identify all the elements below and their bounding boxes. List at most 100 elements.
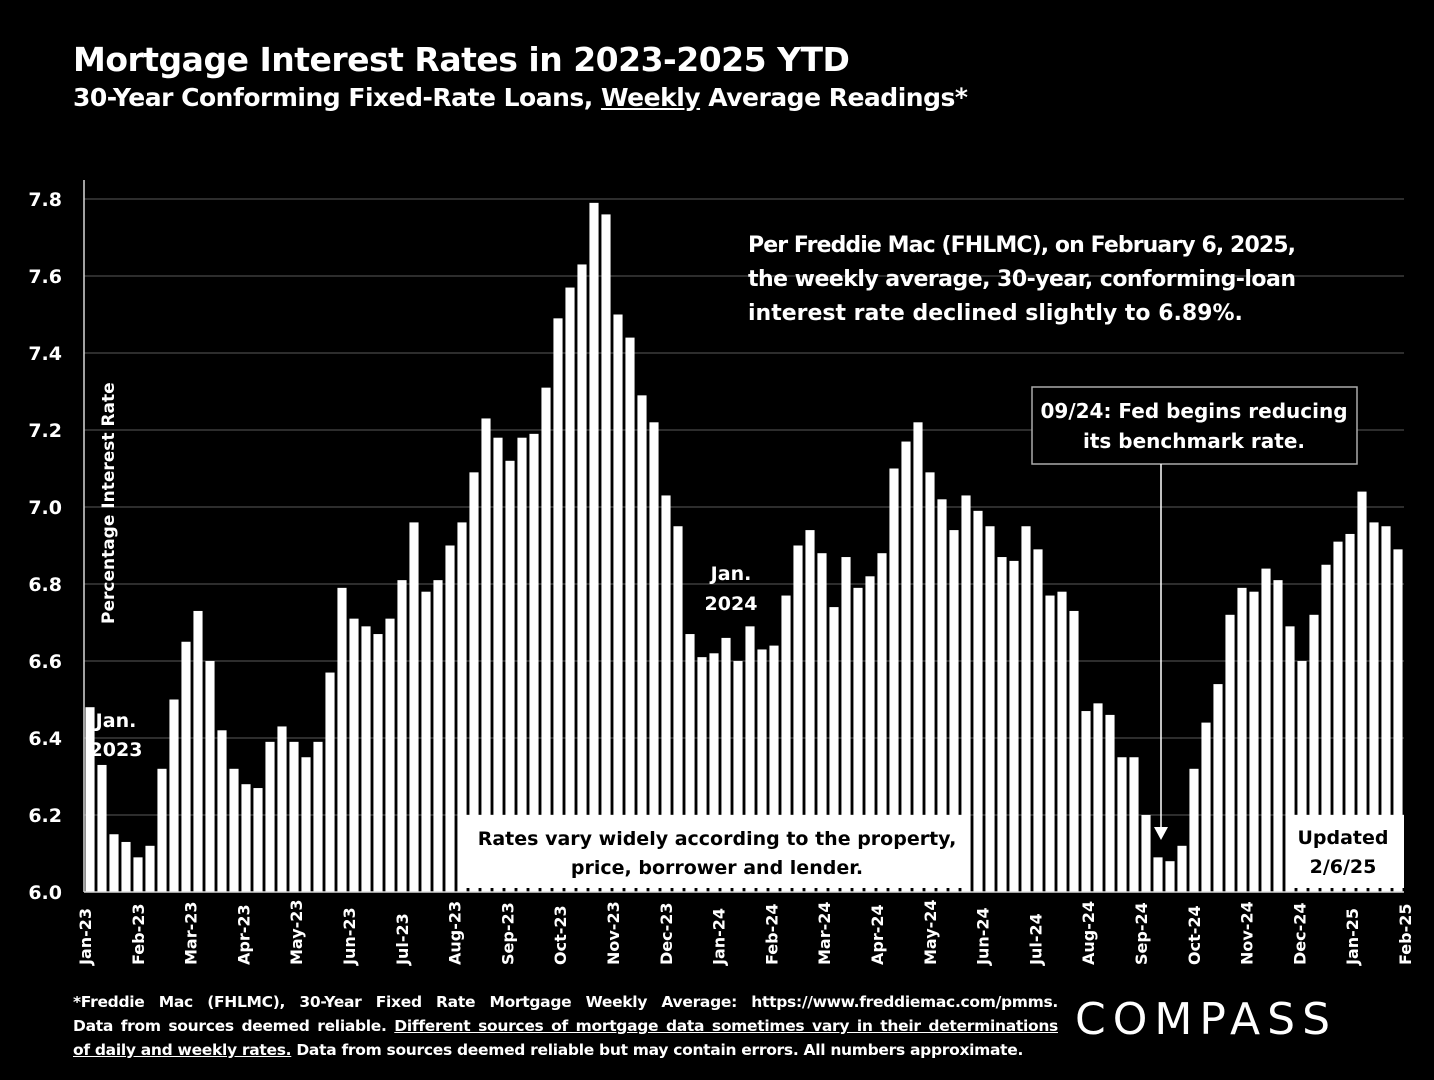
- x-tick-label: Dec-24: [1290, 902, 1309, 965]
- vary-note-box: [464, 815, 970, 888]
- bar: [145, 845, 155, 892]
- bar: [337, 587, 347, 892]
- bar: [85, 707, 95, 892]
- bar: [853, 587, 863, 892]
- bar: [1045, 595, 1055, 892]
- bar: [253, 788, 263, 892]
- bar: [1345, 533, 1355, 892]
- bar: [589, 202, 599, 893]
- bar: [313, 741, 323, 892]
- footer-note: *Freddie Mac (FHLMC), 30-Year Fixed Rate…: [73, 990, 1058, 1062]
- bar: [1321, 564, 1331, 892]
- bar: [649, 422, 659, 892]
- footer-line-2-underlined: Different sources of mortgage data somet…: [394, 1017, 1058, 1035]
- bar: [973, 510, 983, 892]
- bar: [1237, 587, 1247, 892]
- footer-line-3-text: Data from sources deemed reliable but ma…: [291, 1041, 1024, 1059]
- bar: [1273, 580, 1283, 892]
- bar: [409, 522, 419, 892]
- bar: [1225, 614, 1235, 892]
- bar: [1033, 549, 1043, 892]
- bar: [457, 522, 467, 892]
- bar: [901, 441, 911, 892]
- bar: [1141, 815, 1151, 892]
- bar: [325, 672, 335, 892]
- bar: [961, 495, 971, 892]
- axes: [83, 180, 1404, 893]
- x-tick-labels: Jan-23 Feb-23 Mar-23 Apr-23 May-23 Jun-23 Jul-…: [76, 899, 1415, 966]
- jan-2024-label: 2024: [705, 593, 758, 615]
- bar: [217, 730, 227, 892]
- bar: [121, 841, 131, 892]
- subtitle-text-end: Average Readings*: [700, 83, 968, 112]
- bar: [133, 857, 143, 892]
- fed-note-line: its benchmark rate.: [1083, 429, 1305, 453]
- bar: [601, 214, 611, 892]
- bar: [721, 637, 731, 892]
- bar: [613, 314, 623, 892]
- bar: [169, 699, 179, 892]
- bar: [637, 395, 647, 892]
- bar: [1309, 614, 1319, 892]
- footer-line-3-underlined: of daily and weekly rates.: [73, 1041, 292, 1059]
- bar: [673, 526, 683, 892]
- bar: [1357, 491, 1367, 892]
- subtitle-weekly: Weekly: [600, 83, 701, 112]
- bar: [865, 576, 875, 892]
- y-tick-label: 7.4: [28, 343, 62, 365]
- annotations: Percentage Interest Rate Per Freddie Mac …: [90, 233, 1404, 888]
- bar: [157, 768, 167, 892]
- x-tick-label: Mar-23: [182, 901, 201, 965]
- bar: [1381, 526, 1391, 892]
- x-tick-label: Jul-24: [1026, 913, 1045, 966]
- bars: [85, 202, 1403, 893]
- bar: [805, 530, 815, 892]
- bar: [421, 591, 431, 892]
- x-tick-label: Jan-25: [1343, 908, 1362, 966]
- y-axis-label: Percentage Interest Rate: [99, 382, 119, 624]
- jan-2024-label: Jan.: [709, 563, 752, 585]
- x-tick-label: Dec-23: [657, 902, 676, 965]
- x-tick-label: Oct-24: [1185, 905, 1204, 965]
- bar: [1285, 626, 1295, 892]
- bar: [1009, 560, 1019, 892]
- vary-note-line: Rates vary widely according to the prope…: [478, 828, 957, 850]
- x-tick-label: Nov-24: [1238, 901, 1257, 965]
- bar: [925, 472, 935, 892]
- x-tick-label: Oct-23: [551, 905, 570, 965]
- bar: [1189, 768, 1199, 892]
- chart-title: Mortgage Interest Rates in 2023-2025 YTD: [73, 40, 850, 79]
- bar: [553, 318, 563, 893]
- bar: [445, 545, 455, 892]
- bar: [757, 649, 767, 892]
- bar: [1201, 722, 1211, 892]
- x-tick-label: Jun-24: [974, 907, 993, 966]
- bar: [745, 626, 755, 892]
- bar: [949, 530, 959, 892]
- bar: [205, 661, 215, 892]
- bar: [565, 287, 575, 892]
- bar: [1177, 845, 1187, 892]
- x-tick-label: Nov-23: [604, 901, 623, 965]
- bar: [1129, 757, 1139, 892]
- bar: [685, 634, 695, 892]
- rate-note-line: Per Freddie Mac (FHLMC), on February 6, …: [748, 233, 1296, 258]
- bar: [817, 553, 827, 892]
- fed-note-box: [1031, 386, 1358, 465]
- bar: [493, 437, 503, 892]
- footer-line-2: Data from sources deemed reliable. Diffe…: [73, 1014, 1058, 1038]
- bar: [397, 580, 407, 892]
- bar: [241, 784, 251, 892]
- y-tick-label: 7.2: [28, 420, 62, 442]
- bar: [301, 757, 311, 892]
- bar: [277, 726, 287, 892]
- x-tick-label: Mar-24: [815, 901, 834, 965]
- bar: [733, 661, 743, 892]
- x-tick-label: Sep-23: [498, 902, 517, 965]
- chart-subtitle: 30-Year Conforming Fixed-Rate Loans, Wee…: [73, 83, 968, 112]
- x-tick-label: May-24: [921, 899, 940, 965]
- bar: [937, 499, 947, 892]
- bar: [433, 580, 443, 892]
- footer-line-3: of daily and weekly rates. Data from sou…: [73, 1038, 1058, 1062]
- x-tick-label: Jul-23: [393, 913, 412, 966]
